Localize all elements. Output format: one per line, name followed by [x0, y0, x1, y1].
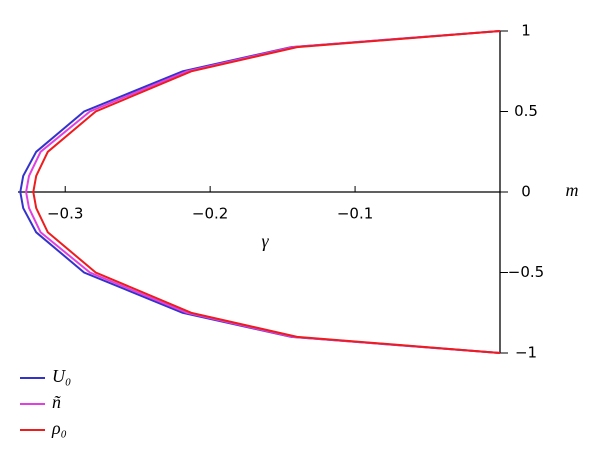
legend-label: ñ	[52, 392, 61, 412]
y-tick-label: 0.5	[514, 102, 538, 120]
y-axis-label: m	[566, 180, 579, 200]
y-tick-label: −1	[515, 344, 537, 362]
series-line	[25, 30, 501, 354]
y-tick-label: 1	[521, 22, 531, 40]
legend-label: U₀	[52, 366, 71, 386]
y-tick-label: −0.5	[508, 263, 544, 281]
x-tick-label: −0.1	[337, 205, 373, 223]
x-axis-label: γ	[261, 231, 269, 251]
series-line	[32, 30, 501, 354]
series-line	[19, 30, 501, 354]
y-tick-label: 0	[521, 183, 531, 201]
legend-label: ρ₀	[51, 418, 67, 438]
x-tick-label: −0.3	[47, 205, 83, 223]
x-tick-label: −0.2	[192, 205, 228, 223]
